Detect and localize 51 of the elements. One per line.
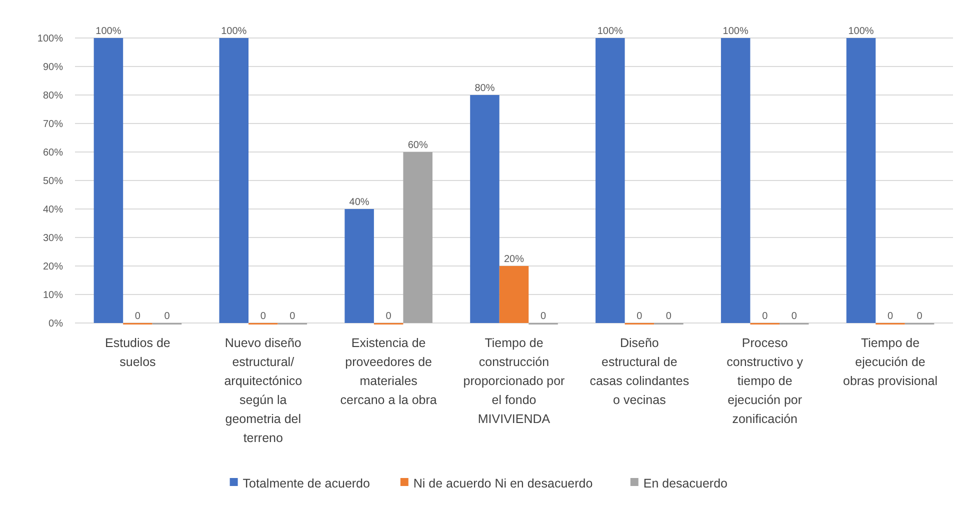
data-label: 100% [221,26,247,37]
data-label: 100% [597,26,624,37]
bar [344,209,374,323]
bar [470,95,500,323]
data-label: 0 [666,311,672,322]
data-label: 0 [290,311,296,322]
data-label: 0 [134,311,141,322]
data-label: 100% [722,26,748,37]
y-tick-label: 70% [42,119,64,130]
y-tick-label: 100% [37,34,64,44]
data-label: 60% [408,140,428,151]
bar [720,38,750,323]
data-label: 0 [888,311,894,322]
y-tick-label: 0% [48,318,64,330]
y-tick-label: 60% [42,148,64,158]
x-tick-label: Proceso constructivo y tiempo de ejecución por zonificación [726,336,804,426]
data-label: 0 [386,311,392,322]
legend-label: Ni de acuerdo Ni en desacuerdo [413,476,593,490]
legend-label: Totalmente de acuerdo [242,476,370,490]
bar [219,38,249,323]
data-label: 0 [636,311,643,322]
y-tick-label: 10% [42,290,64,301]
bar [94,38,124,323]
data-label: 0 [164,311,170,322]
bar [596,38,625,323]
data-label: 0 [916,311,923,322]
y-tick-label: 90% [42,62,64,73]
data-label: 0 [540,311,546,322]
bar [499,266,529,323]
y-tick-label: 50% [42,176,64,187]
x-tick-label: Nuevo diseño estructural/ arquitectónico según la geometria del terreno [224,336,302,445]
y-tick-label: 30% [42,233,64,244]
bar [403,152,432,323]
x-tick-label: Estudios de suelos [105,336,170,369]
legend-label: En desacuerdo [643,476,728,490]
data-label: 100% [848,26,874,37]
data-label: 20% [504,254,524,265]
y-tick-label: 40% [42,204,64,216]
data-label: 40% [349,197,370,208]
x-tick-label: Tiempo de construcción proporcionado por el fondo MIVIVIENDA [463,336,565,426]
data-label: 100% [96,26,122,37]
data-label: 0 [791,311,798,322]
x-tick-label: Existencia de proveedores de materiales cercano a la obra [340,336,437,407]
x-tick-label: Tiempo de ejecución de obras provisional [843,336,938,388]
x-tick-label: Diseño estructural de casas colindantes o vecinas [590,336,690,407]
data-label: 80% [474,83,495,94]
data-label: 0 [762,311,768,322]
data-label: 0 [260,311,266,322]
y-tick-label: 20% [42,262,64,272]
bar [846,38,876,323]
y-tick-label: 80% [42,90,64,102]
